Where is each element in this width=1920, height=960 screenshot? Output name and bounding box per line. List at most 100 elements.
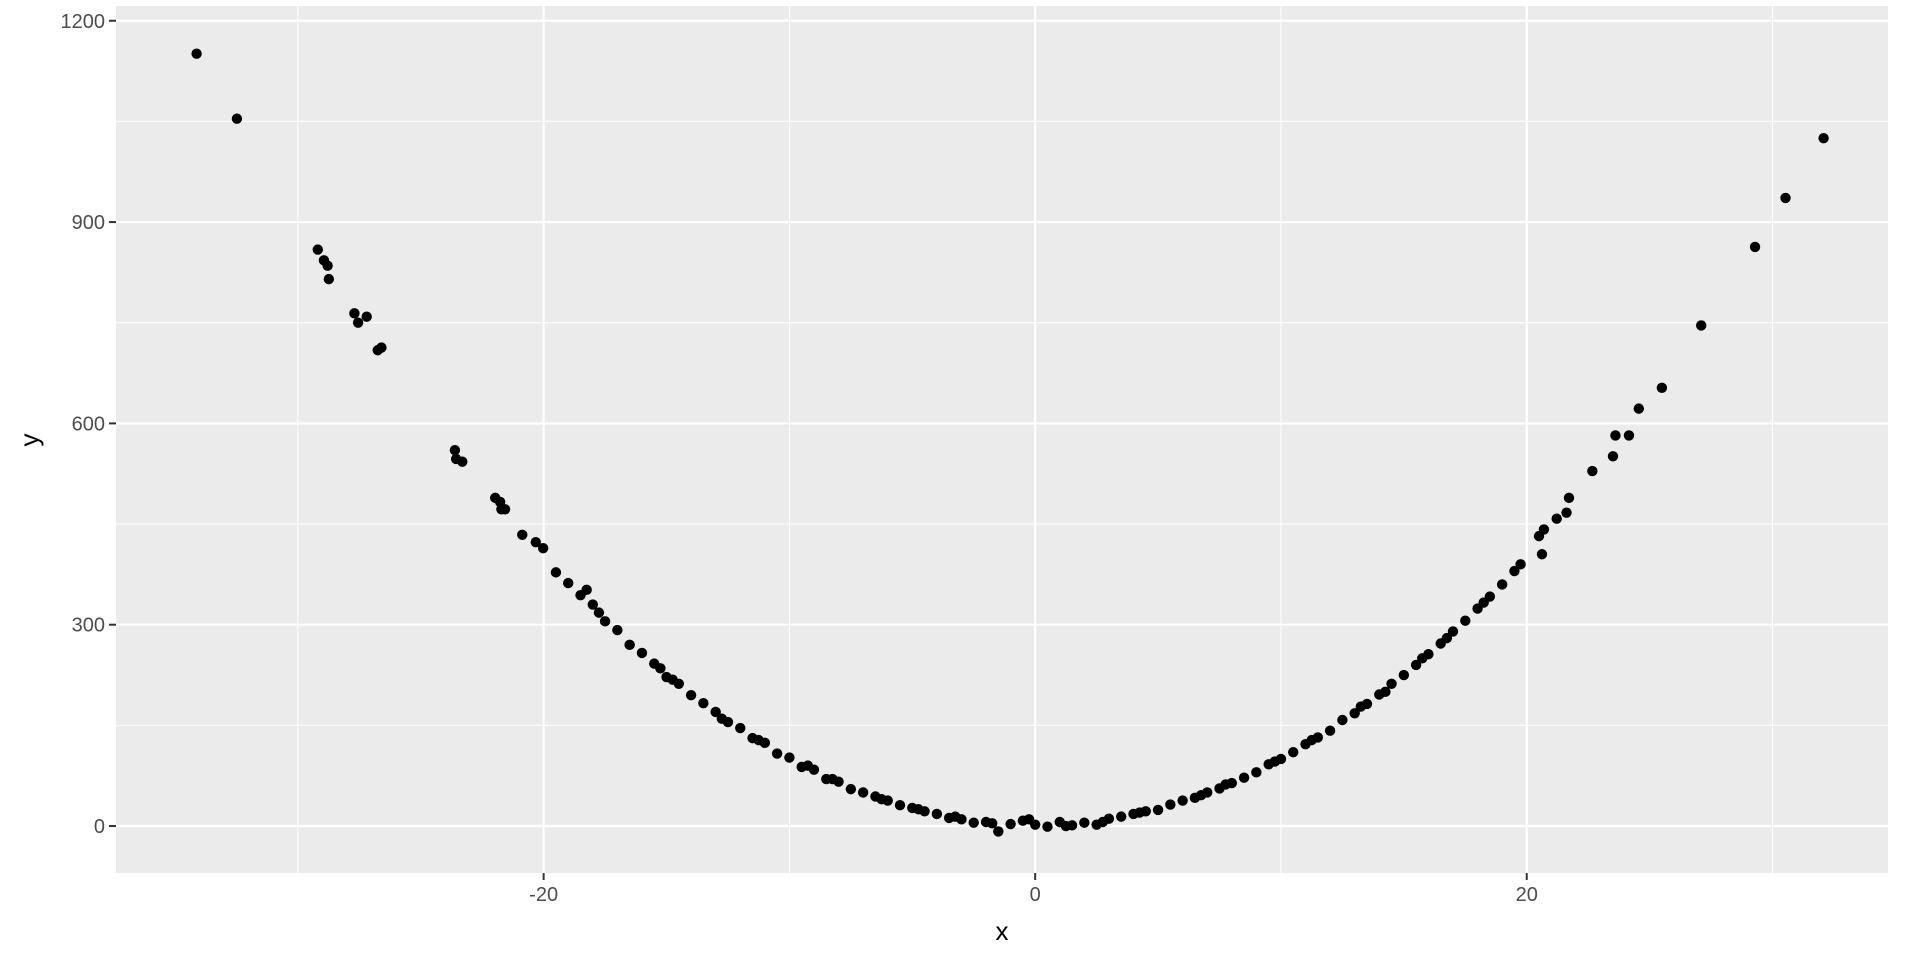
data-point — [581, 584, 592, 596]
data-point — [1349, 708, 1360, 719]
data-point — [587, 599, 598, 610]
data-point — [1288, 747, 1299, 758]
data-point — [1398, 669, 1410, 681]
data-point — [593, 607, 605, 618]
x-tick-label: -20 — [529, 884, 558, 906]
data-point — [1509, 565, 1520, 577]
data-point — [894, 800, 906, 811]
data-point — [1337, 714, 1348, 726]
data-point — [993, 826, 1004, 837]
data-point — [1496, 579, 1508, 590]
y-axis: 0 300 600 900 1200 — [61, 11, 116, 838]
data-point — [931, 808, 943, 820]
data-point — [1134, 807, 1145, 818]
data-point — [1607, 451, 1619, 462]
data-point — [1536, 549, 1548, 560]
y-tick-label: 900 — [72, 212, 105, 234]
major-gridlines — [116, 6, 1888, 873]
data-point — [322, 260, 333, 271]
data-point — [950, 811, 961, 822]
data-point — [550, 567, 562, 578]
data-point — [457, 456, 468, 467]
data-point — [827, 773, 838, 785]
data-point — [802, 760, 814, 771]
data-point — [1269, 756, 1281, 767]
data-point — [716, 713, 728, 724]
data-point — [1749, 241, 1761, 253]
data-point — [530, 536, 541, 548]
data-point — [1355, 701, 1367, 712]
minor-gridlines — [116, 6, 1888, 873]
data-point — [1165, 799, 1176, 810]
data-point — [191, 48, 202, 59]
data-point — [612, 624, 623, 636]
data-point — [1818, 132, 1829, 144]
data-point — [1460, 615, 1471, 626]
data-point — [563, 577, 574, 589]
data-point — [323, 273, 335, 285]
data-point — [1780, 192, 1791, 204]
data-point — [1324, 725, 1336, 736]
data-point — [876, 793, 887, 805]
data-point — [352, 317, 364, 328]
data-point — [753, 734, 764, 746]
data-point — [1623, 430, 1635, 441]
data-point — [1587, 465, 1598, 477]
data-point — [1696, 320, 1707, 331]
data-point — [1441, 632, 1453, 644]
data-point — [1633, 403, 1644, 414]
y-axis-title: y — [14, 434, 44, 447]
data-point — [1447, 626, 1459, 637]
data-point — [517, 529, 528, 540]
data-point — [1563, 492, 1575, 504]
data-point — [1410, 659, 1422, 671]
data-point — [698, 698, 709, 709]
data-point — [349, 308, 360, 319]
data-point — [1177, 795, 1188, 806]
data-point — [655, 663, 666, 674]
data-point — [1478, 597, 1489, 608]
data-point — [599, 616, 611, 627]
y-tick-label: 0 — [94, 816, 105, 838]
data-point — [1417, 653, 1428, 664]
data-point — [1251, 767, 1262, 778]
x-axis-title: x — [996, 916, 1009, 946]
data-point — [1656, 382, 1668, 394]
data-points — [191, 48, 1829, 837]
data-point — [968, 817, 979, 828]
x-tick-label: 20 — [1516, 884, 1538, 906]
data-point — [1220, 779, 1231, 790]
y-tick-label: 600 — [72, 413, 105, 435]
data-point — [1515, 559, 1526, 570]
data-point — [1561, 507, 1572, 518]
data-point — [710, 706, 721, 718]
data-point — [735, 722, 746, 734]
x-tick-label: 0 — [1030, 884, 1041, 906]
data-point — [771, 748, 783, 759]
data-point — [1079, 817, 1090, 828]
x-axis: -20 0 20 — [529, 873, 1538, 906]
data-point — [1610, 430, 1621, 441]
data-point — [1238, 772, 1250, 783]
data-point — [1005, 818, 1016, 830]
data-point — [499, 504, 511, 515]
data-point — [667, 674, 678, 685]
data-point — [1551, 513, 1562, 524]
data-point — [845, 783, 857, 795]
data-point — [685, 689, 697, 701]
data-point — [1538, 524, 1550, 535]
data-point — [857, 787, 869, 798]
data-point — [986, 818, 998, 829]
data-point — [636, 647, 648, 659]
data-point — [1306, 734, 1317, 746]
data-point — [449, 445, 461, 456]
data-point — [1152, 804, 1164, 816]
data-point — [537, 543, 549, 554]
data-point — [1195, 789, 1207, 801]
data-point — [231, 113, 243, 124]
data-point — [1386, 678, 1397, 689]
data-point — [1097, 816, 1108, 828]
data-point — [1060, 820, 1072, 832]
data-point — [784, 752, 795, 763]
